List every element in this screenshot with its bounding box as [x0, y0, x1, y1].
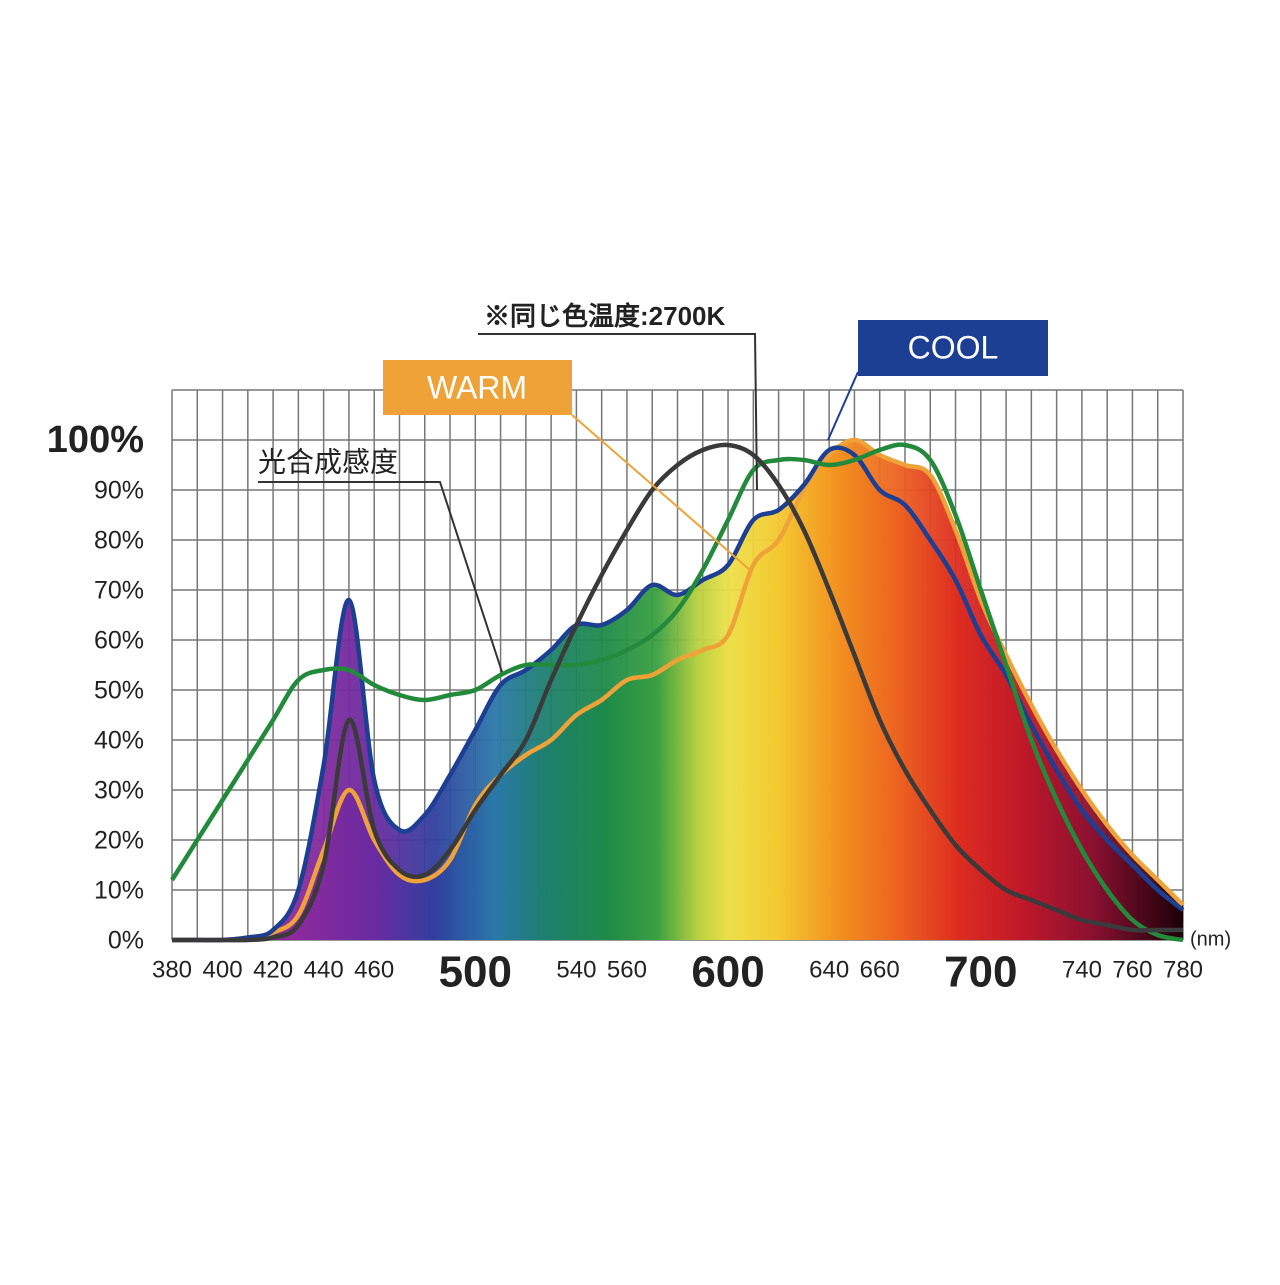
y-tick-label: 0%: [108, 927, 144, 955]
leader-line: [478, 333, 758, 491]
series-line: [172, 445, 1185, 943]
leader-line: [571, 414, 751, 571]
callout-box: [383, 360, 572, 415]
series-line: [170, 442, 1184, 943]
callout-box: [858, 320, 1048, 376]
callout-label: WARM: [427, 369, 527, 405]
y-tick-label: 20%: [94, 827, 144, 855]
y-tick-label: 80%: [94, 527, 144, 555]
x-tick-label: 460: [354, 956, 394, 983]
leader-line: [827, 371, 859, 441]
y-tick-label: 90%: [94, 477, 144, 505]
x-tick-label: 760: [1112, 956, 1152, 983]
x-tick-label: 560: [607, 956, 647, 983]
x-tick-label: 440: [304, 956, 344, 983]
callout-label: ※同じ色温度:2700K: [484, 301, 725, 331]
x-tick-label: 640: [809, 956, 849, 983]
y-tick-label: 10%: [94, 877, 144, 905]
y-tick-label: 70%: [94, 577, 144, 605]
y-tick-label: 100%: [47, 419, 144, 461]
y-tick-label: 40%: [94, 727, 144, 755]
x-tick-label: 780: [1163, 956, 1203, 983]
y-tick-label: 50%: [94, 677, 144, 705]
series-line: [172, 437, 1185, 943]
y-tick-label: 60%: [94, 627, 144, 655]
x-tick-label: 380: [152, 956, 192, 983]
x-tick-label: 400: [203, 956, 243, 983]
x-tick-label: 540: [556, 956, 596, 983]
x-axis-label: (nm): [1190, 928, 1231, 950]
leader-line: [258, 481, 503, 673]
x-tick-label: 420: [253, 956, 293, 983]
x-tick-label: 660: [860, 956, 900, 983]
callout-label: COOL: [908, 329, 999, 365]
callout-label: 光合成感度: [258, 446, 398, 477]
y-tick-label: 30%: [94, 777, 144, 805]
x-tick-label-major: 500: [439, 948, 512, 997]
series-line: [172, 442, 1183, 943]
x-tick-label-major: 600: [691, 948, 764, 997]
x-tick-label: 740: [1062, 956, 1102, 983]
x-tick-label-major: 700: [944, 948, 1017, 997]
